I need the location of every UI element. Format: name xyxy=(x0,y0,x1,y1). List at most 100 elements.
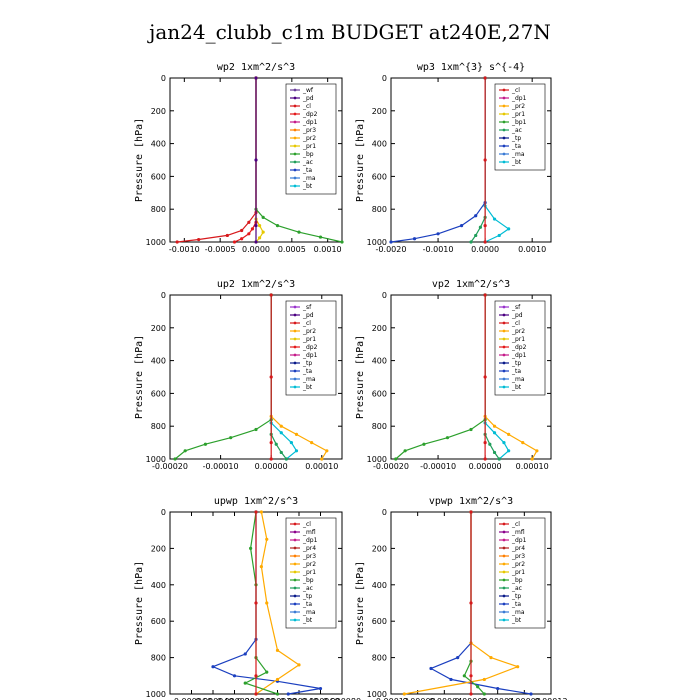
series-line-pr2 xyxy=(255,511,301,695)
data-point xyxy=(483,375,487,379)
series-line-ac xyxy=(270,295,287,460)
x-tick-label: -0.000020 xyxy=(214,697,255,700)
legend-entry: _mfl xyxy=(302,529,316,536)
legend-entry: _tp xyxy=(302,593,312,600)
legend-entry: _cl xyxy=(302,521,311,528)
y-axis-label: Pressure [hPa] xyxy=(355,118,366,202)
legend-marker xyxy=(293,88,297,92)
y-tick-label: 1000 xyxy=(146,690,166,699)
y-tick-label: 600 xyxy=(151,389,166,398)
data-point xyxy=(247,220,251,224)
data-point xyxy=(483,224,487,228)
data-point xyxy=(483,441,487,445)
x-tick-label: -0.00010 xyxy=(420,462,456,471)
data-point xyxy=(422,442,426,446)
x-tick-label: -0.00004 xyxy=(426,697,462,700)
x-tick-label: 0.000060 xyxy=(301,697,339,700)
x-tick-label: 0.00000 xyxy=(255,462,288,471)
legend-entry: _cl xyxy=(302,103,311,110)
data-point xyxy=(488,442,492,446)
legend-marker xyxy=(293,522,297,526)
legend-marker xyxy=(502,337,506,341)
legend-marker xyxy=(502,361,506,365)
legend-entry: _ma xyxy=(302,376,316,383)
data-point xyxy=(275,692,280,696)
legend-marker xyxy=(293,104,297,108)
series-line-cl xyxy=(177,78,257,243)
data-point xyxy=(474,214,478,218)
data-point xyxy=(249,546,253,551)
legend-entry: _pr4 xyxy=(511,545,525,552)
data-point xyxy=(436,232,440,236)
plot-frame xyxy=(169,294,343,460)
legend-entry: _pr2 xyxy=(302,561,316,568)
page-title: jan24_clubb_c1m BUDGET at240E,27N xyxy=(149,20,551,44)
x-tick-label: -0.0010 xyxy=(169,245,200,254)
legend-marker xyxy=(293,337,297,341)
y-tick-label: 400 xyxy=(372,140,387,149)
x-tick-label: 0.0000 xyxy=(471,245,499,254)
y-tick-label: 1000 xyxy=(367,690,387,699)
legend-entry: _ta xyxy=(511,368,521,375)
legend-entry: _pr2 xyxy=(511,561,525,568)
data-point xyxy=(402,692,406,696)
legend-entry: _pr3 xyxy=(511,553,525,560)
legend-marker xyxy=(293,618,297,622)
legend-entry: _ma xyxy=(511,151,525,158)
x-tick-label: 0.0000 xyxy=(242,245,270,254)
legend-marker xyxy=(293,353,297,357)
x-tick-label: 0.0005 xyxy=(278,245,306,254)
data-point xyxy=(269,441,273,445)
y-tick-label: 0 xyxy=(161,508,166,517)
legend-entry: _dp1 xyxy=(511,352,527,359)
legend-marker xyxy=(502,522,506,526)
data-point xyxy=(497,457,501,461)
legend-entry: _bt xyxy=(302,617,313,624)
data-point xyxy=(492,450,497,455)
data-point xyxy=(269,457,273,461)
legend-entry: _dp1 xyxy=(302,119,318,126)
legend-entry: _pr1 xyxy=(302,143,316,150)
legend-entry: _dp1 xyxy=(511,95,527,102)
data-point xyxy=(257,224,262,228)
legend-entry: _tp xyxy=(302,360,312,367)
legend-entry: _ac xyxy=(302,585,313,592)
series-line-bp xyxy=(174,295,272,460)
data-point xyxy=(279,450,283,455)
y-tick-label: 600 xyxy=(372,172,387,181)
data-point xyxy=(489,656,493,660)
legend-entry: _tp xyxy=(511,135,521,142)
legend-marker xyxy=(502,586,506,590)
data-point xyxy=(394,457,398,461)
data-point xyxy=(232,240,237,244)
legend-entry: _ac xyxy=(302,159,313,166)
y-tick-label: 800 xyxy=(151,205,166,214)
legend-entry: _ma xyxy=(511,376,525,383)
legend-marker xyxy=(293,538,297,542)
y-axis-label: Pressure [hPa] xyxy=(134,335,145,419)
data-point xyxy=(203,442,208,446)
legend-entry: _mfl xyxy=(511,529,525,536)
data-point xyxy=(469,510,473,514)
x-tick-label: 0.000080 xyxy=(323,697,361,700)
panel-title: vp2 1xm^2/s^3 xyxy=(432,279,510,290)
x-tick-label: -0.000060 xyxy=(171,697,212,700)
data-point xyxy=(243,681,247,685)
legend-entry: _bt xyxy=(511,159,522,166)
chart-panel-1: wp3 1xm^{3} s^{-4} Pressure [hPa] 0 200 400 6… xyxy=(355,62,552,254)
y-tick-label: 600 xyxy=(151,617,166,626)
legend-entry: _pr1 xyxy=(511,111,525,118)
data-point xyxy=(483,76,487,80)
legend-entry: _pr1 xyxy=(302,569,316,576)
data-point xyxy=(412,237,417,241)
y-tick-label: 200 xyxy=(151,544,166,553)
legend-marker xyxy=(293,385,297,389)
y-tick-label: 1000 xyxy=(146,238,166,247)
legend-marker xyxy=(293,361,297,365)
legend-marker xyxy=(502,160,506,164)
data-point xyxy=(240,228,244,233)
legend-entry: _ac xyxy=(511,127,522,134)
legend-marker xyxy=(502,578,506,582)
data-point xyxy=(492,424,497,428)
data-point xyxy=(507,432,511,436)
